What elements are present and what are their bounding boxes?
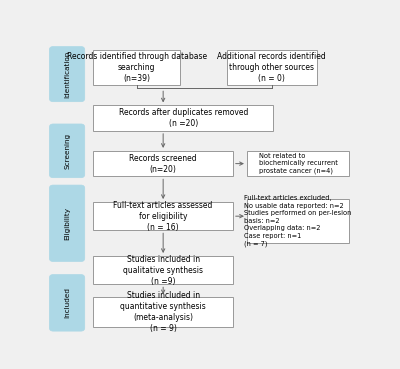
Text: Additional records identified
through other sources
(n = 0): Additional records identified through ot… — [217, 52, 326, 83]
FancyBboxPatch shape — [49, 185, 85, 262]
Text: Records screened
(n=20): Records screened (n=20) — [129, 154, 197, 174]
Text: Identification: Identification — [64, 51, 70, 98]
Text: Studies included in
quantitative synthesis
(meta-analysis)
(n = 9): Studies included in quantitative synthes… — [120, 291, 206, 333]
FancyBboxPatch shape — [227, 50, 317, 86]
Text: Full-text articles assessed
for eligibility
(n = 16): Full-text articles assessed for eligibil… — [114, 201, 213, 232]
Text: Eligibility: Eligibility — [64, 207, 70, 240]
Text: Included: Included — [64, 287, 70, 318]
FancyBboxPatch shape — [49, 46, 85, 102]
FancyBboxPatch shape — [49, 275, 85, 331]
Text: Not related to
biochemically recurrent
prostate cancer (n=4): Not related to biochemically recurrent p… — [258, 153, 338, 175]
FancyBboxPatch shape — [247, 199, 349, 243]
FancyBboxPatch shape — [94, 151, 233, 176]
Text: Records after duplicates removed
(n =20): Records after duplicates removed (n =20) — [119, 108, 248, 128]
Text: Full-text articles excluded,
No usable data reported: n=2
Studies performed on p: Full-text articles excluded, No usable d… — [244, 196, 352, 247]
FancyBboxPatch shape — [94, 106, 273, 131]
FancyBboxPatch shape — [94, 297, 233, 327]
FancyBboxPatch shape — [94, 202, 233, 230]
FancyBboxPatch shape — [49, 124, 85, 178]
Text: Studies included in
qualitative synthesis
(n =9): Studies included in qualitative synthesi… — [123, 255, 203, 286]
FancyBboxPatch shape — [94, 256, 233, 284]
Text: Records identified through database
searching
(n=39): Records identified through database sear… — [67, 52, 207, 83]
FancyBboxPatch shape — [94, 50, 180, 86]
FancyBboxPatch shape — [247, 151, 349, 176]
Text: Screening: Screening — [64, 133, 70, 169]
